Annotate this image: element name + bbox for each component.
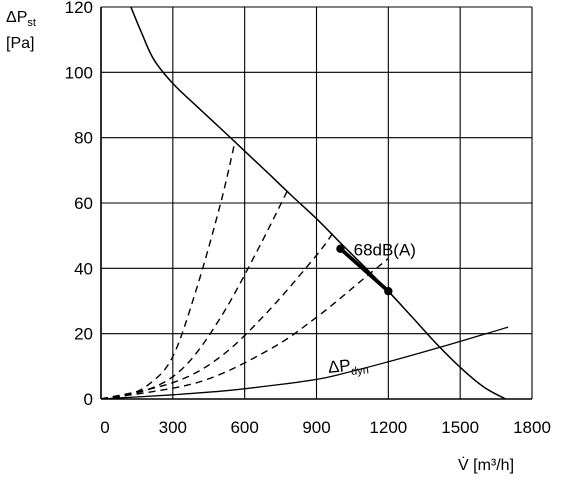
curves	[101, 7, 509, 399]
x-tick-label: 1800	[513, 418, 551, 437]
y-axis-label: ΔPst	[6, 9, 36, 29]
x-tick-label: 300	[159, 418, 187, 437]
series-system-curve-3	[101, 231, 334, 399]
x-axis-label: V̇ [m³/h]	[458, 456, 514, 474]
y-tick-label: 100	[65, 63, 93, 82]
tick-labels: 0 300 600 900 1200 1500 1800 0 20 40 60 80 100 120	[65, 0, 551, 437]
axes	[100, 7, 532, 400]
x-tick-label: 1500	[441, 418, 479, 437]
x-tick-label: 0	[100, 418, 109, 437]
series-fan-curve	[130, 7, 507, 399]
x-tick-label: 1200	[369, 418, 407, 437]
y-tick-label: 40	[74, 259, 93, 278]
operating-point-marker	[336, 244, 345, 253]
x-tick-label: 600	[230, 418, 258, 437]
y-tick-label: 20	[74, 325, 93, 344]
series-dynamic-pressure	[101, 326, 509, 399]
x-tick-label: 900	[302, 418, 330, 437]
y-tick-label: 120	[65, 0, 93, 17]
markers	[336, 244, 393, 296]
y-tick-label: 0	[84, 390, 93, 409]
y-tick-label: 80	[74, 129, 93, 148]
series-system-curve-4	[101, 257, 389, 399]
y-axis-unit: [Pa]	[6, 35, 34, 52]
annotation-sound-level: 68dB(A)	[354, 240, 416, 259]
annotation-dynamic-pressure: ΔPdyn	[327, 354, 369, 379]
series-system-curve-2	[101, 189, 289, 399]
operating-point-marker	[384, 287, 393, 296]
y-tick-label: 60	[74, 194, 93, 213]
grid	[100, 6, 533, 400]
